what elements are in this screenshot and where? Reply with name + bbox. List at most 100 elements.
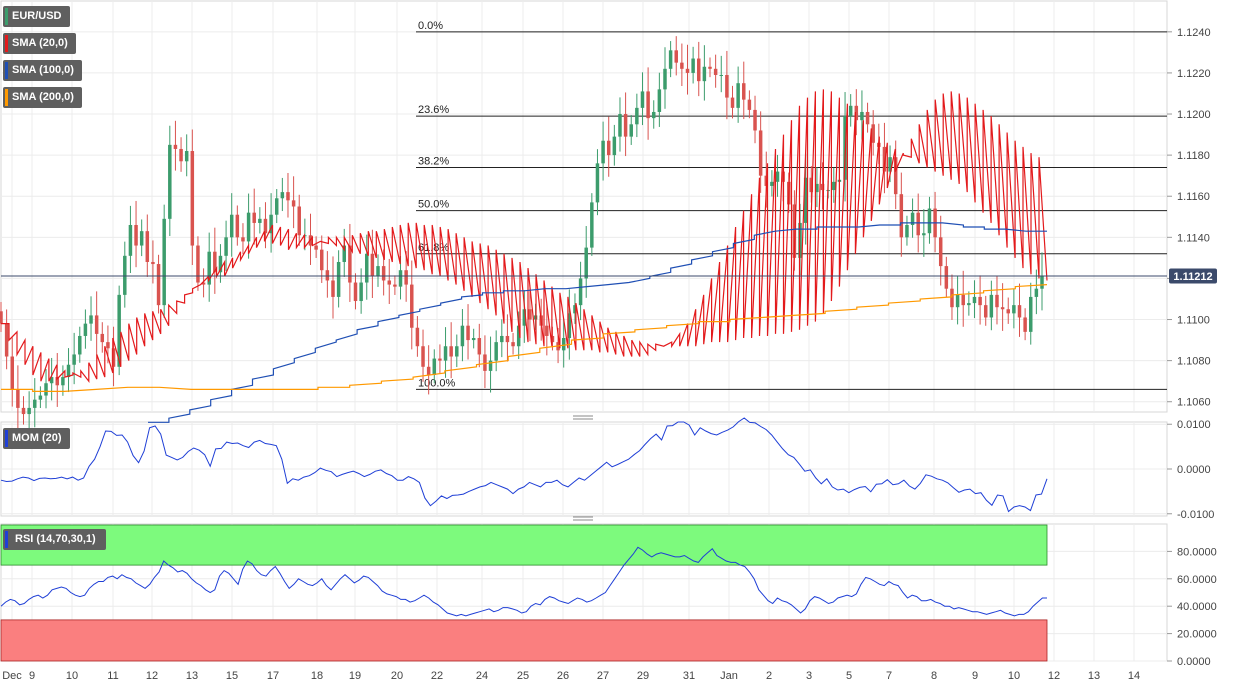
candle [860, 90, 864, 140]
candle [100, 322, 105, 353]
candle [331, 256, 335, 319]
candle [938, 215, 943, 286]
legend-swatch [5, 89, 8, 106]
sma-layer [1, 89, 1048, 423]
candle [353, 273, 358, 310]
legend-rsi[interactable]: RSI (14,70,30,1) [3, 529, 106, 550]
candle-body [438, 358, 442, 361]
candle [635, 93, 639, 138]
candle-body [213, 251, 217, 273]
candle-body [803, 177, 808, 223]
candle-body [972, 296, 977, 304]
candle [922, 209, 926, 257]
candle-body [224, 237, 228, 256]
candle-body [910, 212, 915, 225]
candle-body [280, 192, 285, 199]
candle [719, 55, 724, 93]
candle [387, 258, 392, 305]
candle [421, 329, 425, 382]
x-tick-label: 7 [886, 670, 892, 682]
candle-body [196, 245, 200, 283]
candle [61, 365, 65, 396]
candle-body [713, 68, 718, 75]
candle-body [128, 224, 133, 256]
candle-body [83, 323, 88, 336]
panel-splitter-1[interactable] [573, 415, 593, 420]
candle [426, 345, 431, 395]
legend-swatch [5, 35, 8, 52]
x-tick-label: 26 [557, 670, 569, 682]
legend-mom[interactable]: MOM (20) [3, 428, 70, 449]
candle-body [809, 177, 814, 193]
candle-body [1040, 276, 1044, 289]
candle-body [66, 364, 71, 378]
candle-body [162, 218, 166, 306]
candle [995, 275, 999, 325]
candle-body [775, 171, 780, 182]
candle [595, 149, 600, 216]
candle-body [865, 111, 870, 125]
x-tick-label: 20 [391, 670, 403, 682]
candle [618, 97, 622, 152]
x-tick-label: 22 [431, 670, 443, 682]
candle-body [848, 105, 853, 117]
candle-body [432, 358, 437, 376]
candle-body [792, 204, 797, 258]
candle-body [922, 233, 926, 236]
candle-body [522, 309, 527, 326]
candle-body [635, 107, 639, 125]
candle-body [252, 212, 256, 223]
candle-body [331, 280, 335, 297]
x-tick-label: 18 [311, 670, 323, 682]
x-tick-label: 13 [186, 670, 198, 682]
candle [460, 309, 465, 362]
legend-sma200[interactable]: SMA (200,0) [3, 87, 82, 108]
candle-body [989, 294, 994, 318]
candle [736, 66, 740, 123]
candle [72, 332, 76, 385]
candle [522, 290, 527, 343]
candle-body [94, 315, 99, 334]
candle-body [117, 294, 121, 367]
candle-body [156, 264, 161, 306]
indicator-layer [0, 417, 1048, 617]
candle-body [651, 111, 656, 119]
candle-body [72, 354, 76, 365]
axis-layer: Dec 9 10 11 12 13 15 17 18 19 20 22 24 25 26 27 29 31 Jan 2… [2, 27, 1217, 682]
x-tick-label: 11 [107, 670, 118, 682]
candle [528, 285, 532, 342]
y-tick-label: 0.0100 [1177, 419, 1211, 431]
candle [128, 205, 133, 274]
candle-body [21, 407, 26, 415]
candle [10, 337, 14, 407]
candle [978, 275, 982, 325]
candle [1023, 308, 1027, 341]
legend-instrument[interactable]: EUR/USD [3, 6, 70, 27]
legend-label: SMA (20,0) [12, 37, 68, 49]
panel-splitter-2[interactable] [573, 516, 593, 521]
candle-body [151, 261, 155, 265]
candle [78, 326, 82, 363]
candle-body [494, 342, 498, 361]
candle-body [179, 148, 183, 162]
candle [927, 196, 932, 244]
y-tick-label: 0.0000 [1177, 656, 1211, 668]
y-tick-label: 20.0000 [1177, 629, 1217, 641]
candle-body [471, 338, 476, 341]
candle-body [668, 50, 673, 69]
candle-body [500, 335, 504, 343]
legend-sma100[interactable]: SMA (100,0) [3, 60, 82, 81]
legend-sma20[interactable]: SMA (20,0) [3, 33, 76, 54]
candle-body [16, 389, 20, 408]
candle-body [314, 245, 318, 250]
candle [336, 250, 341, 308]
momentum-line [0, 417, 1048, 513]
candle [483, 335, 487, 389]
candle [691, 46, 695, 84]
candle-body [955, 294, 960, 308]
x-tick-label: Jan [720, 670, 738, 682]
x-tick-label: 15 [226, 670, 238, 682]
candle [674, 36, 678, 76]
candle-body [184, 151, 189, 162]
